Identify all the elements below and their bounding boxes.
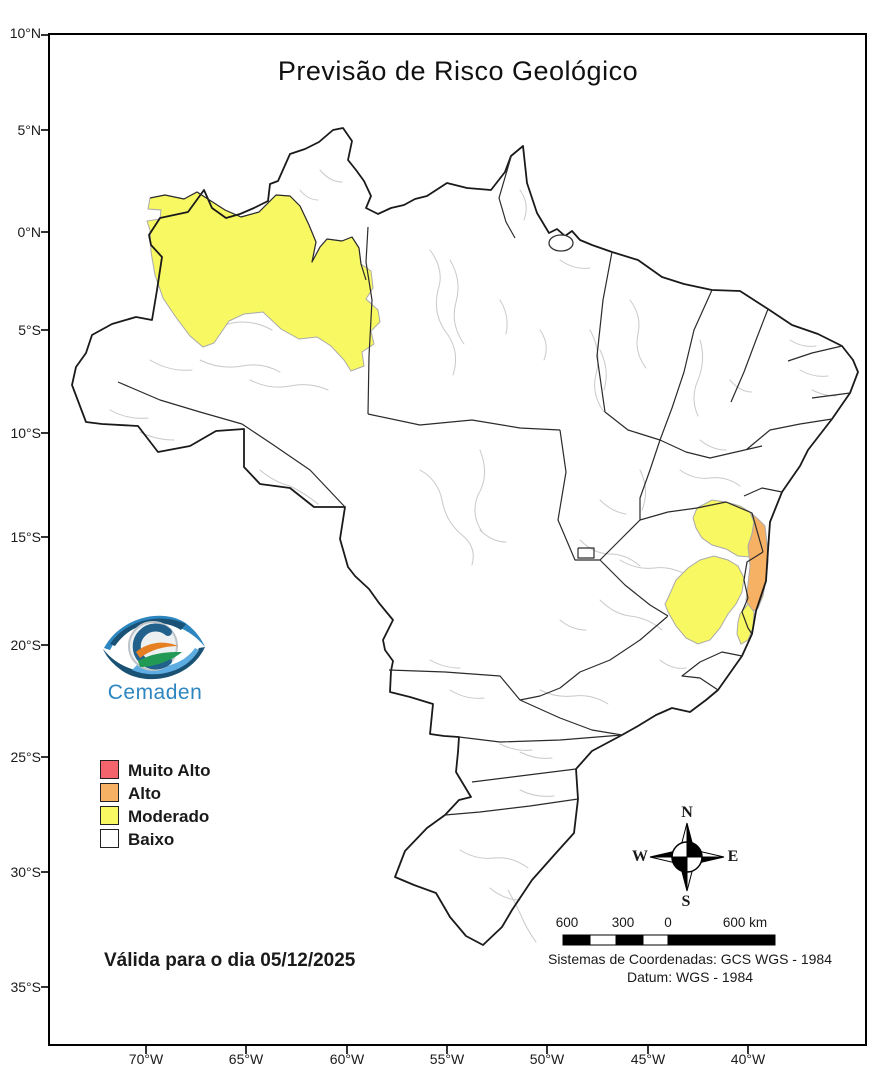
compass-rose <box>649 822 725 892</box>
lat-label-35s: 35°S <box>10 979 41 995</box>
legend-label-alto: Alto <box>128 784 162 803</box>
compass-west-label: W <box>632 848 648 865</box>
compass-east-label: E <box>727 848 739 865</box>
scale-label-600km: 600 km <box>722 915 768 930</box>
state-borders <box>117 156 851 816</box>
lat-ticks <box>41 34 49 988</box>
scale-bar <box>562 934 776 946</box>
lat-label-20s: 20°S <box>10 637 41 653</box>
lat-label-25s: 25°S <box>10 749 41 765</box>
validity-note: Válida para o dia 05/12/2025 <box>104 950 356 971</box>
lon-label-70w: 70°W <box>128 1051 164 1067</box>
legend-swatch-moderado <box>100 806 119 825</box>
datum-credit: Datum: WGS - 1984 <box>626 969 754 985</box>
marajo-island <box>548 234 574 252</box>
lon-label-40w: 40°W <box>730 1051 766 1067</box>
coordinate-system-credit: Sistemas de Coordenadas: GCS WGS - 1984 <box>547 951 833 967</box>
lon-label-45w: 45°W <box>630 1051 666 1067</box>
lat-label-15s: 15°S <box>10 529 41 545</box>
lon-label-55w: 55°W <box>429 1051 465 1067</box>
lat-label-30s: 30°S <box>10 864 41 880</box>
lat-label-10n: 10°N <box>9 25 41 41</box>
lon-label-65w: 65°W <box>228 1051 264 1067</box>
legend-swatch-muito-alto <box>100 760 119 779</box>
lon-label-50w: 50°W <box>529 1051 565 1067</box>
lat-label-10s: 10°S <box>10 425 41 441</box>
cemaden-logo-icon <box>103 615 205 680</box>
page-title: Previsão de Risco Geológico <box>277 56 639 86</box>
legend-swatch-baixo <box>100 829 119 848</box>
lat-label-5s: 5°S <box>18 322 41 338</box>
legend-label-baixo: Baixo <box>128 830 175 849</box>
legend-label-muito-alto: Muito Alto <box>128 761 211 780</box>
lon-ticks <box>145 1045 749 1054</box>
region-moderado-sul-es <box>736 603 755 645</box>
lat-label-5n: 5°N <box>17 122 42 138</box>
cemaden-wordmark: Cemaden <box>107 681 203 704</box>
scale-label-0: 0 <box>664 915 672 930</box>
lat-label-0: 0°N <box>17 224 42 240</box>
legend-swatch-alto <box>100 783 119 802</box>
compass-south-label: S <box>681 893 691 910</box>
region-moderado-leste-mg <box>664 555 745 645</box>
region-alto-espirito-santo <box>745 511 769 613</box>
lon-label-60w: 60°W <box>329 1051 365 1067</box>
legend-label-moderado: Moderado <box>128 807 210 826</box>
scale-label-600-left: 600 <box>555 915 579 930</box>
compass-north-label: N <box>681 804 693 821</box>
scale-label-300: 300 <box>611 915 635 930</box>
